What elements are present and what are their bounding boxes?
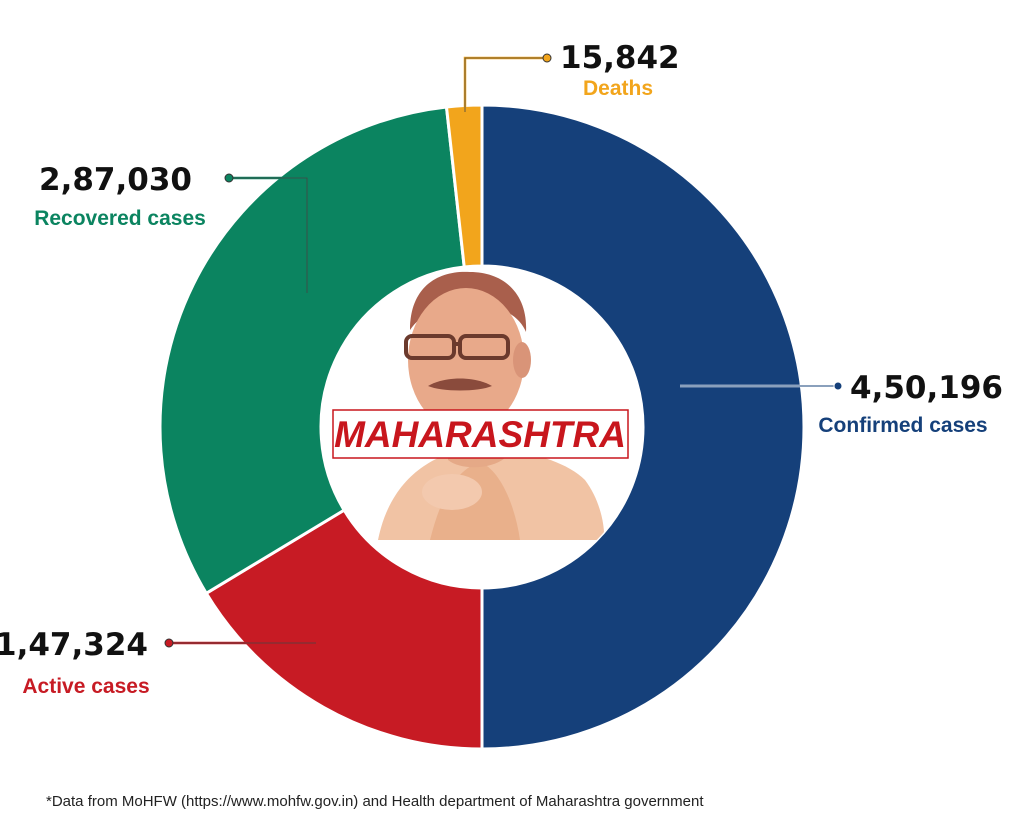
slice-recovered-cases bbox=[158, 105, 466, 596]
footnote: *Data from MoHFW (https://www.mohfw.gov.… bbox=[46, 793, 704, 810]
active-value: 1,47,324 bbox=[0, 627, 148, 663]
slice-confirmed-cases bbox=[480, 103, 806, 751]
deaths-label: Deaths bbox=[583, 77, 653, 100]
center-title: MAHARASHTRA bbox=[334, 414, 626, 455]
recovered-leader-dot bbox=[224, 173, 234, 183]
confirmed-label: Confirmed cases bbox=[818, 414, 987, 437]
active-leader-dot bbox=[164, 638, 174, 648]
confirmed-value: 4,50,196 bbox=[850, 370, 1003, 406]
confirmed-leader-dot bbox=[833, 381, 843, 391]
center-label: MAHARASHTRA bbox=[332, 409, 629, 459]
recovered-label: Recovered cases bbox=[34, 207, 206, 230]
slice-deaths bbox=[444, 103, 484, 269]
slice-active-cases bbox=[204, 508, 484, 751]
callout-labels: 15,842 Deaths 2,87,030 Recovered cases 4… bbox=[0, 40, 1003, 698]
active-label: Active cases bbox=[22, 675, 149, 698]
portrait-icon bbox=[378, 271, 605, 540]
slices bbox=[158, 103, 806, 751]
callouts bbox=[164, 53, 843, 648]
recovered-value: 2,87,030 bbox=[39, 162, 192, 198]
deaths-leader-dot bbox=[542, 53, 552, 63]
deaths-value: 15,842 bbox=[560, 40, 680, 76]
